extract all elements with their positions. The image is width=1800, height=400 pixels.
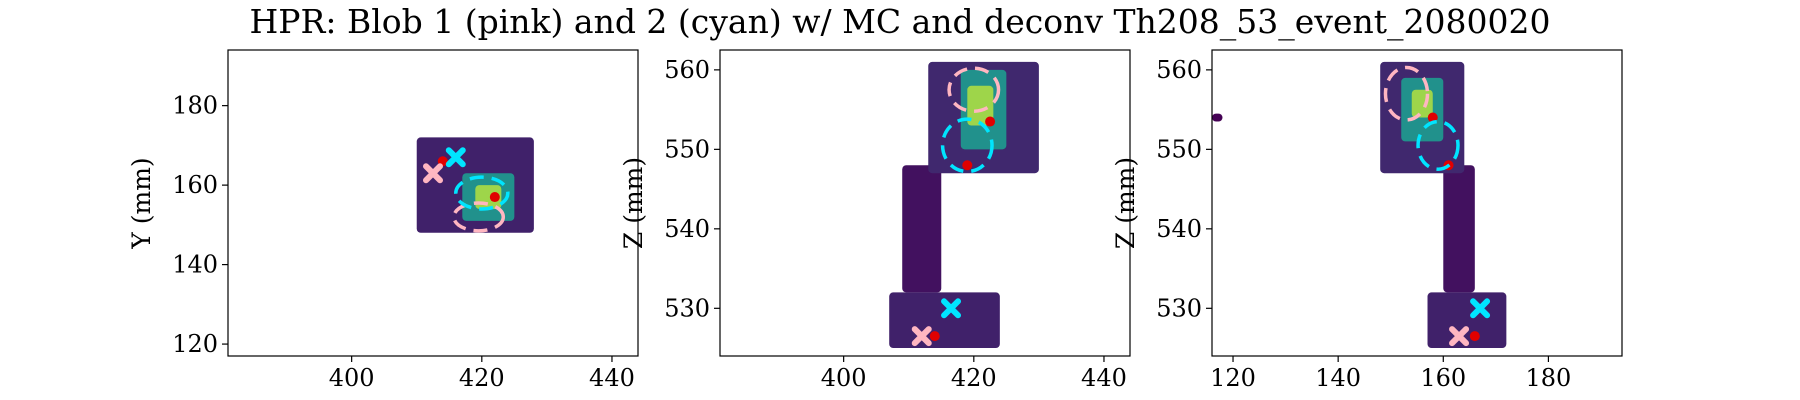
mc-point bbox=[489, 192, 500, 203]
blob1-ellipse bbox=[452, 201, 506, 233]
plot-area bbox=[889, 61, 1039, 349]
y-axis-label: Z (mm) bbox=[619, 157, 648, 249]
blob1-ellipse bbox=[947, 66, 1001, 113]
heatmap-cell bbox=[1427, 292, 1507, 349]
panel-xz: 400 420 440 530 540 550 560 Z (mm) bbox=[619, 49, 1131, 392]
blob2-ellipse bbox=[940, 117, 994, 174]
y-axis-label: Z (mm) bbox=[1111, 157, 1140, 249]
panel-xy: 400 420 440 120 140 160 180 Y (mm) bbox=[127, 49, 639, 392]
y-axis-label: Y (mm) bbox=[127, 157, 156, 249]
plot-area bbox=[1212, 61, 1507, 349]
x-tick-label: 400 bbox=[821, 364, 867, 392]
heatmap-cell bbox=[1411, 89, 1433, 118]
x-tick-label: 120 bbox=[1210, 364, 1256, 392]
axes-frame bbox=[719, 49, 1131, 357]
plot-area bbox=[416, 137, 534, 233]
y-tick-label: 540 bbox=[664, 215, 710, 243]
mc-point bbox=[985, 116, 996, 127]
heatmap-cell bbox=[1212, 113, 1223, 122]
blob2-marker bbox=[1470, 298, 1491, 319]
y-tick-label: 540 bbox=[1156, 215, 1202, 243]
y-tick-label: 550 bbox=[664, 135, 710, 163]
y-tick-label: 550 bbox=[1156, 135, 1202, 163]
heatmap-cell bbox=[967, 85, 994, 126]
axes-frame bbox=[227, 49, 639, 357]
y-tick-label: 530 bbox=[1156, 294, 1202, 322]
x-tick-label: 420 bbox=[951, 364, 997, 392]
y-tick-label: 120 bbox=[172, 330, 218, 358]
x-tick-label: 180 bbox=[1526, 364, 1572, 392]
x-tick-label: 400 bbox=[329, 364, 375, 392]
x-tick-label: 440 bbox=[1081, 364, 1127, 392]
blob1-ellipse bbox=[1383, 65, 1430, 122]
blob2-marker bbox=[941, 298, 962, 319]
axes-frame bbox=[1211, 49, 1623, 357]
y-tick-label: 560 bbox=[1156, 56, 1202, 84]
y-tick-label: 160 bbox=[172, 171, 218, 199]
blob2-ellipse bbox=[454, 175, 510, 211]
x-tick-label: 420 bbox=[459, 364, 505, 392]
blob2-ellipse bbox=[1416, 119, 1460, 171]
blob2-marker bbox=[445, 147, 466, 168]
blob1-marker bbox=[911, 326, 932, 347]
heatmap-cell bbox=[902, 165, 942, 293]
y-tick-label: 530 bbox=[664, 294, 710, 322]
y-tick-label: 180 bbox=[172, 92, 218, 120]
mc-point bbox=[962, 160, 973, 171]
x-tick-label: 160 bbox=[1420, 364, 1466, 392]
figure-title: HPR: Blob 1 (pink) and 2 (cyan) w/ MC an… bbox=[249, 2, 1551, 41]
x-tick-label: 140 bbox=[1315, 364, 1361, 392]
blob1-marker bbox=[1449, 326, 1470, 347]
y-tick-label: 140 bbox=[172, 251, 218, 279]
mc-point bbox=[929, 331, 940, 342]
panel-yz: 120 140 160 180 530 540 550 560 Z (mm) bbox=[1111, 49, 1623, 392]
x-tick-label: 440 bbox=[589, 364, 635, 392]
heatmap-cell bbox=[1443, 165, 1475, 293]
y-tick-label: 560 bbox=[664, 56, 710, 84]
blob1-marker bbox=[423, 163, 443, 184]
mc-point bbox=[1469, 331, 1480, 342]
